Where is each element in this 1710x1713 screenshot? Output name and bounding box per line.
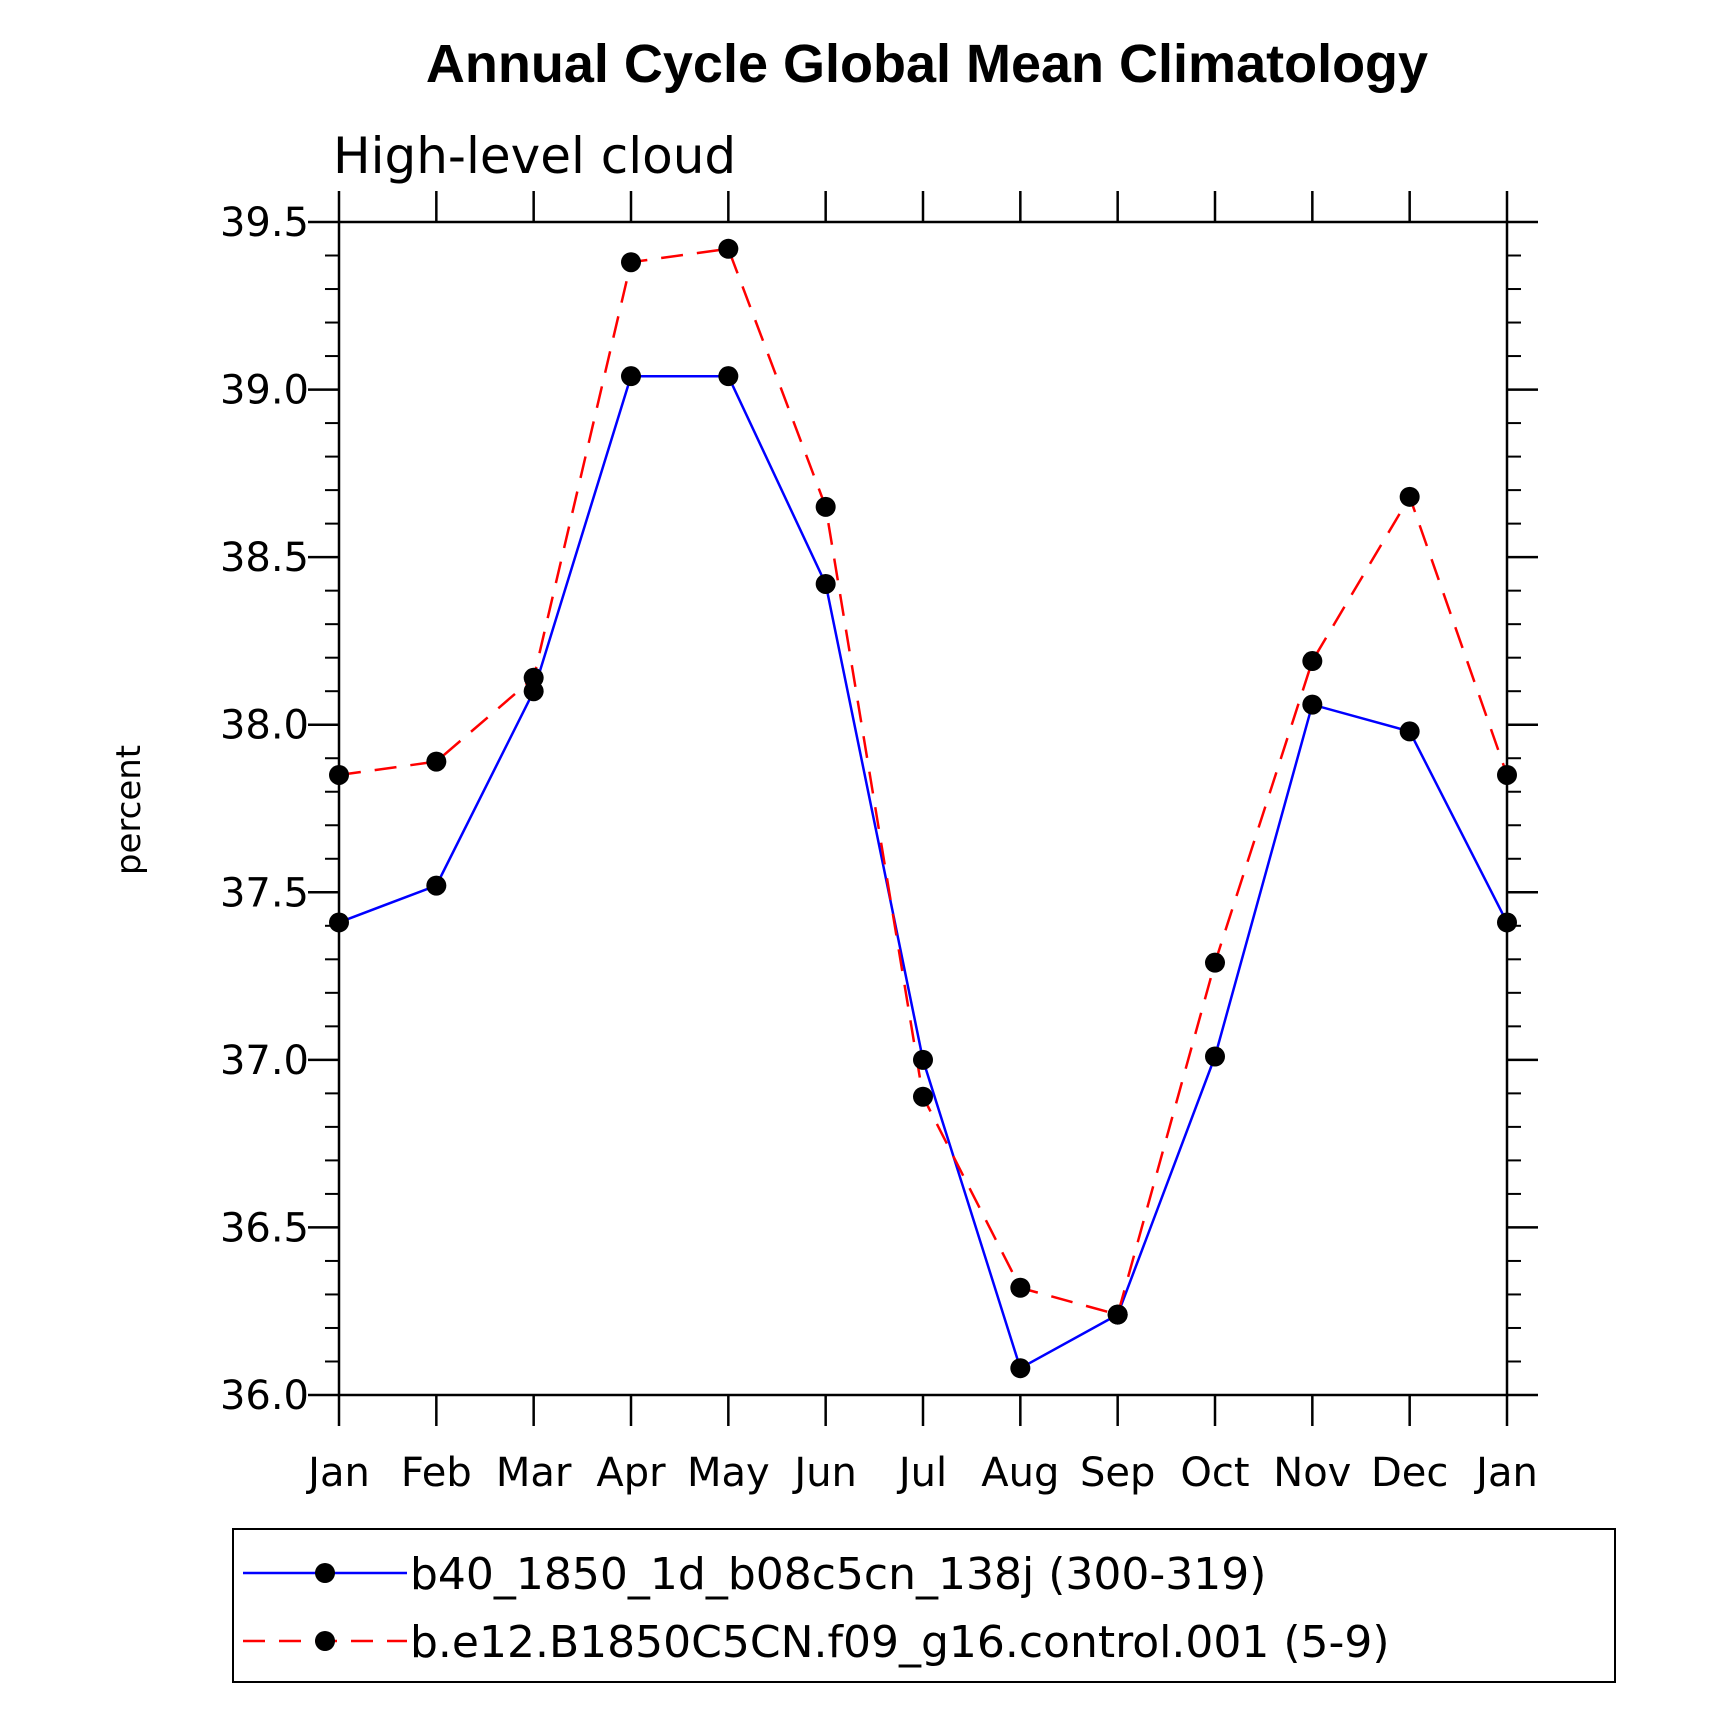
x-tick-label: Mar [496,1450,572,1496]
y-tick-label: 37.0 [220,1038,309,1084]
data-point-series-1 [1205,1046,1225,1067]
data-point-series-2 [1205,952,1225,973]
markers-layer [329,238,1517,1379]
y-tick-label: 36.5 [220,1205,309,1251]
data-point-series-1 [1497,912,1517,933]
x-tick-label: Apr [596,1450,666,1496]
legend-box [232,1528,1616,1683]
data-point-series-2 [1497,764,1517,785]
x-tick-label: May [687,1450,770,1496]
data-point-series-2 [426,751,447,772]
data-point-series-2 [523,667,544,688]
y-axis-label: percent [109,745,149,875]
legend-label-series-2: b.e12.B1850C5CN.f09_g16.control.001 (5-9… [410,1617,1390,1668]
data-point-series-2 [1107,1304,1128,1325]
data-point-series-2 [1010,1277,1031,1298]
data-point-series-1 [329,912,349,933]
legend-label-series-1: b40_1850_1d_b08c5cn_138j (300-319) [410,1549,1266,1600]
x-tick-label: Aug [981,1450,1059,1496]
data-point-series-2 [1302,651,1323,672]
data-point-series-2 [329,764,349,785]
series-layer [338,247,1509,1371]
y-tick-label: 38.5 [220,535,309,581]
y-tick-label: 38.0 [220,703,309,749]
chart-subtitle: High-level cloud [333,127,736,185]
axis-ticks: 36.0 36.5 37.0 37.5 38.0 38.5 39.0 39.5 Jan Feb Ma… [220,191,1538,1496]
legend-marker-series-2 [315,1631,335,1651]
y-tick-label: 39.0 [220,368,309,414]
data-point-series-2 [718,238,739,259]
x-tick-label: Jan [305,1450,370,1496]
data-point-series-1 [1302,694,1323,715]
y-tick-label: 39.5 [220,200,309,246]
x-tick-label: Dec [1371,1450,1448,1496]
data-point-series-2 [815,496,836,517]
data-point-series-2 [913,1086,933,1107]
x-tick-label: Jan [1473,1450,1538,1496]
plot-frame [337,220,1509,1397]
x-tick-label: Jul [896,1450,947,1496]
series-line-1 [338,374,1509,1371]
chart-title: Annual Cycle Global Mean Climatology [426,34,1428,94]
y-tick-label: 36.0 [220,1373,309,1419]
data-point-series-1 [1010,1358,1031,1379]
x-tick-label: Feb [401,1450,472,1496]
legend: b40_1850_1d_b08c5cn_138j (300-319) b.e12… [232,1528,1616,1683]
data-point-series-1 [815,573,836,594]
data-point-series-1 [718,366,739,387]
data-point-series-1 [621,366,641,387]
x-tick-label: Jun [791,1450,857,1496]
series-line-2 [338,247,1509,1317]
data-point-series-2 [1399,486,1420,507]
data-point-series-1 [1399,721,1420,742]
data-point-series-1 [913,1049,933,1070]
x-tick-label: Oct [1180,1450,1249,1496]
data-point-series-1 [426,875,447,896]
data-point-series-2 [621,252,641,273]
y-tick-label: 37.5 [220,870,309,916]
x-tick-label: Nov [1273,1450,1351,1496]
x-tick-label: Sep [1080,1450,1155,1496]
legend-marker-series-1 [315,1563,335,1583]
